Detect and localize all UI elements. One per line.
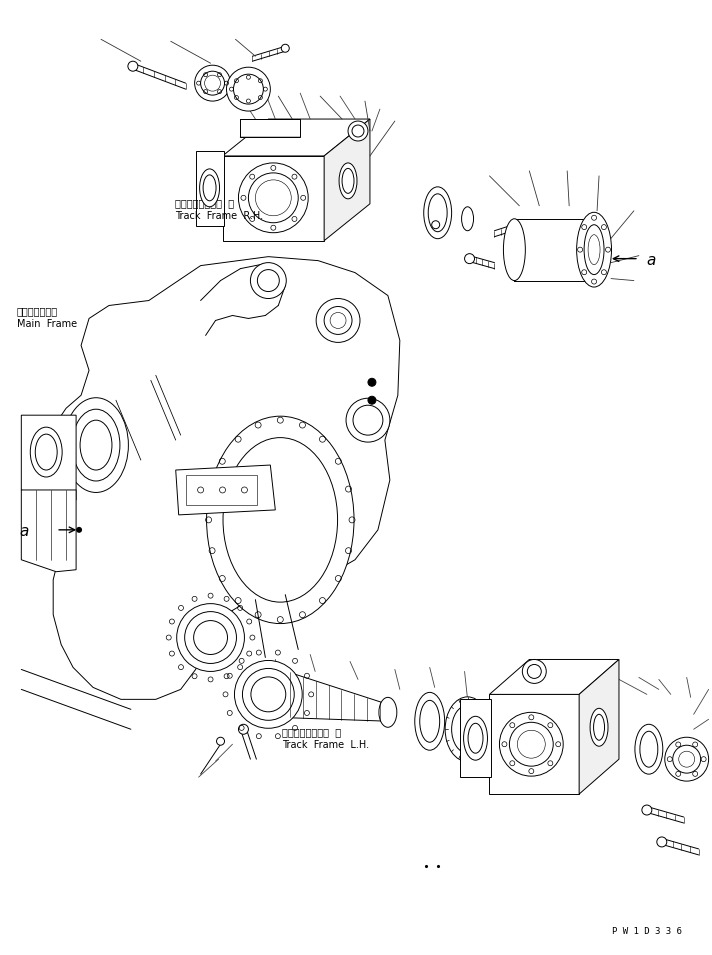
Circle shape <box>348 121 368 141</box>
Text: a: a <box>647 253 656 268</box>
Circle shape <box>368 378 376 386</box>
Ellipse shape <box>339 163 357 199</box>
Circle shape <box>226 67 271 111</box>
Circle shape <box>352 125 364 137</box>
Circle shape <box>257 269 279 291</box>
Ellipse shape <box>243 668 294 720</box>
Text: トラックフレーム  左: トラックフレーム 左 <box>281 727 340 737</box>
Ellipse shape <box>445 697 490 762</box>
Polygon shape <box>489 694 579 794</box>
Bar <box>459 699 491 777</box>
Bar <box>514 219 594 281</box>
Text: Track  Frame  L.H.: Track Frame L.H. <box>281 740 369 751</box>
Ellipse shape <box>184 611 236 664</box>
Ellipse shape <box>420 700 440 742</box>
Circle shape <box>346 398 390 442</box>
Ellipse shape <box>80 420 112 470</box>
Ellipse shape <box>342 168 354 193</box>
Circle shape <box>248 173 298 223</box>
Ellipse shape <box>588 235 600 265</box>
Ellipse shape <box>251 677 286 711</box>
Ellipse shape <box>199 169 219 207</box>
Ellipse shape <box>584 224 604 275</box>
Circle shape <box>657 837 666 847</box>
Circle shape <box>216 737 224 745</box>
Ellipse shape <box>177 604 244 671</box>
Text: トラックフレーム  右: トラックフレーム 右 <box>175 199 234 208</box>
Bar <box>186 475 257 505</box>
Ellipse shape <box>234 661 302 729</box>
Ellipse shape <box>523 660 546 684</box>
Circle shape <box>665 737 708 781</box>
Circle shape <box>251 263 286 299</box>
Circle shape <box>499 712 563 776</box>
Circle shape <box>316 299 360 343</box>
Polygon shape <box>21 490 76 572</box>
Ellipse shape <box>635 724 663 775</box>
Circle shape <box>239 163 308 233</box>
Polygon shape <box>324 119 370 241</box>
Circle shape <box>234 74 263 104</box>
Circle shape <box>239 724 248 734</box>
Polygon shape <box>43 257 400 699</box>
Polygon shape <box>223 156 324 241</box>
Polygon shape <box>489 660 619 694</box>
Text: メインフレーム: メインフレーム <box>17 307 58 316</box>
Polygon shape <box>21 415 76 505</box>
Ellipse shape <box>428 194 447 232</box>
Circle shape <box>368 396 376 404</box>
Circle shape <box>509 722 553 766</box>
Ellipse shape <box>451 706 483 753</box>
Ellipse shape <box>468 723 483 753</box>
Ellipse shape <box>594 714 604 740</box>
Ellipse shape <box>577 212 612 287</box>
Circle shape <box>281 44 289 53</box>
Ellipse shape <box>640 732 658 767</box>
Circle shape <box>518 731 545 758</box>
Ellipse shape <box>424 187 451 239</box>
Polygon shape <box>223 119 370 156</box>
Circle shape <box>128 61 138 72</box>
Ellipse shape <box>203 175 216 201</box>
Circle shape <box>514 222 523 230</box>
Ellipse shape <box>379 697 397 728</box>
Circle shape <box>76 527 82 533</box>
Polygon shape <box>266 669 390 721</box>
Circle shape <box>194 65 231 101</box>
Text: Main  Frame: Main Frame <box>17 319 77 329</box>
Ellipse shape <box>590 709 608 746</box>
Circle shape <box>330 312 346 329</box>
Ellipse shape <box>223 437 337 603</box>
Ellipse shape <box>528 665 541 678</box>
Circle shape <box>642 805 652 815</box>
Ellipse shape <box>415 692 445 751</box>
Circle shape <box>464 254 474 264</box>
Ellipse shape <box>36 435 57 470</box>
Polygon shape <box>579 660 619 794</box>
Circle shape <box>353 405 383 435</box>
Text: Track  Frame  R.H.: Track Frame R.H. <box>175 211 263 221</box>
Polygon shape <box>176 465 276 515</box>
Ellipse shape <box>464 716 488 760</box>
Bar <box>241 119 300 137</box>
Text: a: a <box>19 524 28 540</box>
Bar <box>196 151 224 225</box>
Circle shape <box>201 72 224 96</box>
Ellipse shape <box>31 427 62 477</box>
Ellipse shape <box>194 621 228 654</box>
Ellipse shape <box>206 416 354 624</box>
Circle shape <box>673 745 701 774</box>
Circle shape <box>679 752 695 767</box>
Ellipse shape <box>72 409 120 481</box>
Circle shape <box>324 307 352 334</box>
Ellipse shape <box>461 207 473 231</box>
Ellipse shape <box>431 221 440 229</box>
Text: P W 1 D 3 3 6: P W 1 D 3 3 6 <box>612 927 682 937</box>
Ellipse shape <box>63 397 128 493</box>
Ellipse shape <box>503 219 525 281</box>
